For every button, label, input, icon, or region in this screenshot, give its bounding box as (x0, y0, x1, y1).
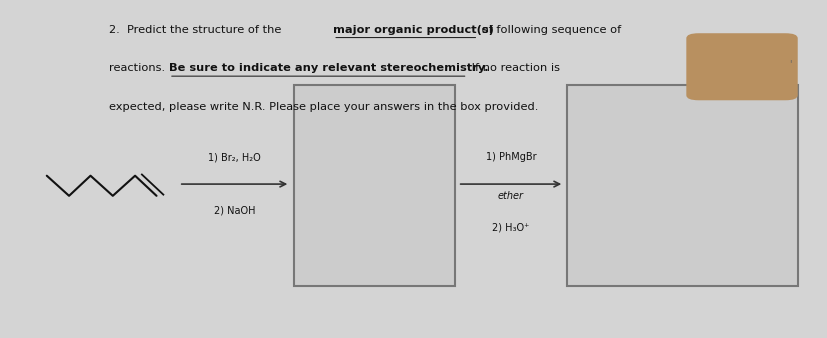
Text: major organic product(s): major organic product(s) (332, 25, 494, 35)
Text: If no reaction is: If no reaction is (467, 64, 559, 73)
Text: 2) H₃O⁺: 2) H₃O⁺ (492, 223, 529, 233)
Text: of following sequence of: of following sequence of (478, 25, 621, 35)
FancyBboxPatch shape (566, 85, 796, 286)
FancyBboxPatch shape (294, 85, 455, 286)
Text: 1) PhMgBr: 1) PhMgBr (485, 152, 536, 162)
Text: 1) Br₂, H₂O: 1) Br₂, H₂O (208, 152, 261, 162)
Text: Be sure to indicate any relevant stereochemistry.: Be sure to indicate any relevant stereoc… (169, 64, 488, 73)
Text: expected, please write N.R. Please place your answers in the box provided.: expected, please write N.R. Please place… (108, 102, 538, 112)
Text: 2.  Predict the structure of the: 2. Predict the structure of the (108, 25, 284, 35)
Text: reactions.: reactions. (108, 64, 168, 73)
Text: ether: ether (497, 191, 523, 201)
Text: ': ' (788, 59, 791, 69)
Text: 2) NaOH: 2) NaOH (213, 206, 255, 216)
FancyBboxPatch shape (686, 33, 796, 100)
